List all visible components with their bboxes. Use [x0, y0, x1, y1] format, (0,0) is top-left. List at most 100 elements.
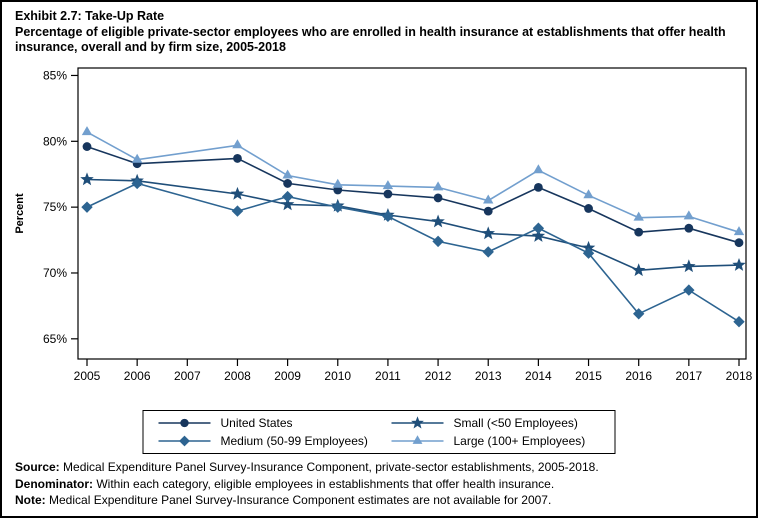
star-marker [581, 240, 596, 254]
exhibit-title: Exhibit 2.7: Take-Up Rate [15, 9, 165, 23]
footnote-source-label: Source: [15, 460, 60, 474]
diamond-marker [281, 190, 294, 203]
diamond-marker [582, 247, 595, 259]
triangle-marker [432, 181, 444, 191]
x-tick-label: 2012 [425, 369, 452, 383]
diamond-legend-icon [158, 435, 211, 447]
x-tick-label: 2011 [375, 369, 401, 383]
diamond-marker [632, 308, 645, 320]
triangle-marker [733, 226, 745, 236]
circle-marker [283, 179, 293, 188]
circle-marker [734, 238, 744, 248]
legend-item-united-states: United States [158, 415, 391, 431]
diamond-marker [382, 210, 394, 223]
diamond-marker [482, 246, 494, 258]
circle-marker [533, 182, 543, 192]
footnote-source-text: Medical Expenditure Panel Survey-Insuran… [63, 460, 599, 474]
triangle-marker [412, 435, 423, 444]
circle-marker [383, 189, 393, 199]
series-line-medium-50-99-employees [86, 182, 740, 323]
diamond-marker [532, 222, 545, 234]
triangle-marker [633, 211, 644, 221]
circle-marker [433, 193, 443, 203]
circle-marker [233, 154, 242, 163]
x-tick-label: 2013 [475, 369, 502, 383]
takeup-rate-chart: 65% 70% 75% 80% 85% 2005 2006 2007 2008 2009 2010 2… [14, 67, 753, 383]
star-legend-icon [391, 416, 444, 429]
legend-label: Medium (50-99 Employees) [220, 434, 368, 448]
legend-item-large-100-employees: Large (100+ Employees) [391, 433, 603, 449]
x-tick-label: 2005 [74, 369, 101, 383]
footnote-denominator-text: Within each category, eligible employees… [96, 476, 555, 491]
triangle-marker [81, 126, 93, 136]
y-tick-label: 65% [43, 332, 67, 346]
triangle-marker [232, 139, 243, 149]
star-marker [631, 263, 646, 277]
star-marker [230, 186, 245, 200]
footnote-note-label: Note: [15, 493, 46, 507]
circle-marker [584, 204, 593, 213]
circle-marker [180, 418, 189, 428]
triangle-legend-icon [391, 435, 444, 444]
chart-subtitle: Percentage of eligible private-sector em… [15, 24, 726, 55]
triangle-marker [533, 164, 544, 174]
x-tick-label: 2008 [224, 369, 251, 383]
circle-legend-icon [158, 418, 211, 428]
triangle-marker [583, 189, 594, 199]
legend-label: Small (<50 Employees) [453, 416, 578, 430]
star-marker [280, 197, 295, 211]
triangle-marker [483, 194, 494, 204]
diamond-marker [683, 284, 695, 296]
triangle-marker [382, 180, 394, 190]
diamond-marker [81, 201, 93, 213]
star-marker [531, 229, 546, 242]
circle-marker [82, 142, 92, 151]
footnote-note: Note: Medical Expenditure Panel Survey-I… [15, 492, 599, 509]
chart-legend: United States Small (<50 Employees) Medium… [142, 410, 616, 454]
circle-marker [684, 223, 694, 233]
y-tick-label: 85% [43, 68, 67, 82]
x-tick-label: 2014 [525, 369, 552, 383]
x-tick-label: 2015 [575, 369, 602, 383]
legend-label: United States [220, 416, 293, 430]
star-marker [481, 226, 495, 240]
legend-label: Large (100+ Employees) [453, 434, 586, 448]
diamond-marker [332, 201, 344, 213]
x-tick-label: 2010 [324, 369, 351, 383]
diamond-marker [432, 235, 444, 248]
triangle-marker [282, 169, 293, 179]
diamond-marker [733, 316, 745, 328]
triangle-marker [683, 210, 695, 220]
star-marker [732, 257, 746, 271]
footnotes: Source: Medical Expenditure Panel Survey… [15, 459, 599, 509]
star-marker [80, 172, 94, 186]
triangle-marker [131, 153, 143, 163]
legend-grid: United States Small (<50 Employees) Medium… [158, 415, 603, 449]
legend-item-small-50-employees: Small (<50 Employees) [391, 415, 603, 431]
y-tick-label: 70% [43, 266, 67, 280]
legend-item-medium-50-99-employees: Medium (50-99 Employees) [158, 433, 391, 449]
diamond-marker [231, 205, 244, 217]
circle-marker [333, 185, 343, 195]
footnote-note-text: Medical Expenditure Panel Survey-Insuran… [49, 493, 552, 507]
x-tick-label: 2017 [675, 369, 702, 383]
star-marker [431, 214, 445, 228]
x-tick-label: 2016 [625, 369, 652, 383]
circle-marker [634, 227, 644, 237]
x-tick-label: 2007 [174, 369, 201, 383]
series-line-small-50-employees [86, 178, 740, 272]
circle-marker [483, 206, 493, 216]
x-tick-label: 2006 [124, 369, 151, 383]
star-marker [682, 259, 696, 273]
x-tick-label: 2009 [274, 369, 301, 383]
y-axis-label: Percent [14, 193, 26, 234]
footnote-denominator: Denominator: Within each category, eligi… [15, 476, 599, 493]
x-tick-label: 2018 [726, 369, 753, 383]
diamond-marker [131, 177, 143, 190]
y-tick-label: 80% [43, 134, 67, 148]
plot-frame [77, 67, 747, 360]
triangle-marker [332, 178, 343, 188]
star-marker [411, 416, 424, 429]
footnote-denominator-label: Denominator: [15, 476, 93, 491]
